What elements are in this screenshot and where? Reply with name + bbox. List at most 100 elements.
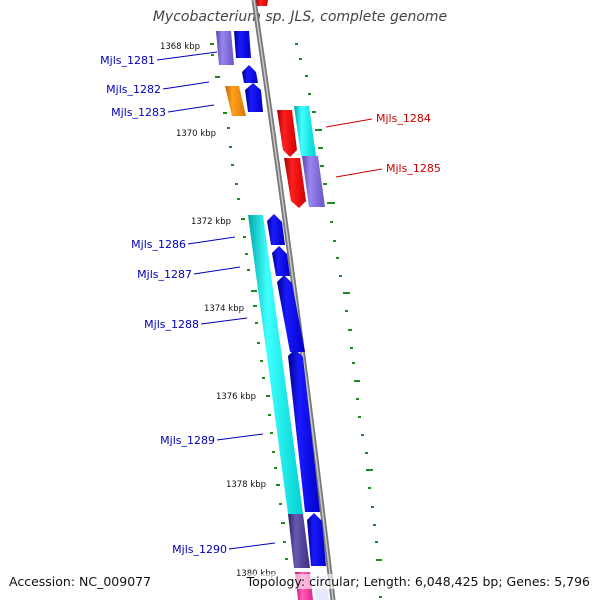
cds-feature — [277, 110, 297, 157]
gene-label-mjls-1287: Mjls_1287 — [137, 268, 192, 281]
forward-cds-track — [234, 31, 326, 566]
gc-tick — [270, 432, 273, 434]
scale-label: 1376 kbp — [216, 392, 256, 402]
gc-tick — [315, 129, 322, 131]
cds-feature — [288, 349, 320, 512]
genome-backbone-highlight — [253, 0, 334, 600]
gc-tick — [281, 522, 285, 524]
gc-tick — [276, 484, 280, 486]
leader-line — [228, 542, 276, 550]
gc-tick — [352, 362, 355, 364]
gc-tick — [339, 275, 342, 277]
reverse-cds-track — [277, 106, 325, 208]
gc-tick — [371, 506, 374, 508]
gc-tick — [268, 414, 271, 416]
accession-text: Accession: NC_009077 — [9, 574, 152, 589]
gc-tick — [343, 292, 350, 294]
gc-tick — [260, 360, 263, 362]
gene-label-mjls-1285: Mjls_1285 — [386, 162, 441, 175]
gc-tick — [348, 329, 352, 331]
leader-line — [167, 104, 215, 113]
gc-tick — [255, 322, 258, 324]
topology-summary: Topology: circular; Length: 6,048,425 bp… — [246, 574, 590, 589]
gc-content-inner — [210, 43, 288, 560]
leader-line — [200, 317, 248, 325]
scale-label: 1378 kbp — [226, 480, 266, 490]
gc-tick — [295, 43, 298, 45]
gc-tick — [262, 377, 265, 379]
gc-tick — [231, 164, 234, 166]
cds-feature — [277, 275, 305, 352]
gene-label-mjls-1282: Mjls_1282 — [106, 83, 161, 96]
gc-tick — [227, 127, 230, 129]
leader-line — [156, 51, 218, 61]
cds-feature — [225, 86, 246, 116]
gc-tick — [229, 146, 232, 148]
gc-tick — [272, 451, 275, 453]
gc-tick — [312, 111, 316, 113]
gc-tick — [318, 147, 323, 149]
gene-label-mjls-1281: Mjls_1281 — [100, 54, 155, 67]
map-title: Mycobacterium sp. JLS, complete genome — [152, 9, 448, 25]
gene-label-mjls-1290: Mjls_1290 — [172, 543, 227, 556]
scale-label: 1372 kbp — [191, 217, 231, 227]
gc-tick — [356, 398, 359, 400]
gc-tick — [299, 58, 302, 60]
gene-label-mjls-1288: Mjls_1288 — [144, 318, 199, 331]
gc-tick — [266, 395, 270, 397]
cds-feature — [242, 65, 258, 83]
gene-label-mjls-1284: Mjls_1284 — [376, 112, 431, 125]
gc-skew-outer — [295, 43, 382, 598]
cds-feature — [272, 246, 290, 276]
gc-tick — [375, 541, 378, 543]
cds-feature — [267, 214, 285, 245]
gc-tick — [235, 183, 238, 185]
leader-line — [216, 433, 264, 441]
gc-tick — [285, 558, 288, 560]
gc-tick — [308, 93, 311, 95]
cds-feature — [245, 83, 263, 112]
gc-tick — [211, 54, 214, 56]
gc-tick — [323, 183, 327, 185]
gene-label-mjls-1283: Mjls_1283 — [111, 106, 166, 119]
gc-tick — [320, 165, 324, 167]
gc-tick — [327, 202, 335, 204]
cds-feature — [284, 158, 306, 208]
gc-tick — [358, 416, 361, 418]
leader-line — [335, 168, 383, 178]
scale-label: 1374 kbp — [204, 304, 244, 314]
cds-feature — [288, 514, 310, 568]
gc-tick — [368, 487, 371, 489]
label-leaders — [156, 51, 383, 550]
gc-tick — [283, 541, 286, 543]
cds-feature — [307, 513, 326, 566]
leader-line — [325, 118, 373, 128]
gc-tick — [336, 257, 339, 259]
gc-tick — [361, 434, 364, 436]
gc-tick — [241, 218, 245, 220]
gc-tick — [354, 380, 360, 382]
gc-tick — [215, 76, 220, 78]
gc-tick — [376, 559, 382, 561]
gc-tick — [245, 253, 248, 255]
gc-tick — [330, 221, 333, 223]
gene-label-mjls-1289: Mjls_1289 — [160, 434, 215, 447]
scale-label: 1368 kbp — [160, 42, 200, 52]
scale-label: 1370 kbp — [176, 129, 216, 139]
gc-tick — [243, 236, 246, 238]
gene-label-mjls-1286: Mjls_1286 — [131, 238, 186, 251]
gc-tick — [253, 305, 257, 307]
leader-line — [193, 266, 241, 275]
gc-tick — [366, 469, 373, 471]
gc-tick — [379, 596, 382, 598]
gc-tick — [274, 467, 277, 469]
cog-track-inner — [216, 31, 329, 600]
gc-tick — [279, 503, 282, 505]
cds-feature — [248, 215, 303, 514]
gc-tick — [345, 310, 348, 312]
gc-tick — [247, 269, 250, 271]
gc-tick — [257, 342, 260, 344]
gc-tick — [237, 198, 240, 200]
gc-tick — [333, 240, 336, 242]
gc-tick — [373, 524, 376, 526]
